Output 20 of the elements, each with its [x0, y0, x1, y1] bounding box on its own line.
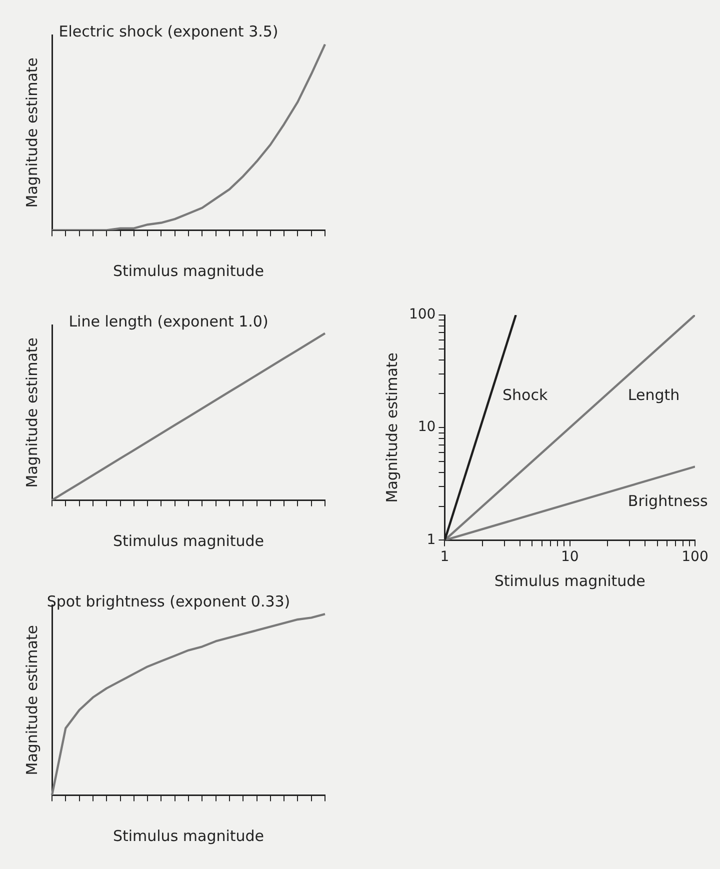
chart-title: Spot brightness (exponent 0.33)	[46, 592, 290, 610]
y-axis-title: Magnitude estimate	[382, 352, 401, 503]
x-axis-title: Stimulus magnitude	[112, 826, 264, 845]
y-axis-title: Magnitude estimate	[22, 624, 41, 776]
x-axis-title: Stimulus magnitude	[112, 532, 264, 550]
y-axis-title: Magnitude estimate	[22, 337, 41, 488]
x-axis-title: Stimulus magnitude	[494, 572, 646, 590]
x-axis-title: Stimulus magnitude	[112, 262, 264, 280]
y-tick-label: 1	[426, 532, 436, 548]
x-tick-label: 1	[440, 549, 450, 566]
chart-title: Line length (exponent 1.0)	[68, 312, 268, 330]
y-axis-title: Magnitude estimate	[22, 57, 41, 208]
x-tick-label: 100	[682, 549, 708, 566]
series-label: Shock	[502, 386, 548, 404]
chart-title: Electric shock (exponent 3.5)	[58, 22, 278, 40]
series-label: Brightness	[628, 492, 708, 510]
series-label: Length	[628, 386, 680, 404]
y-tick-label: 10	[418, 419, 436, 436]
y-tick-label: 100	[408, 306, 436, 323]
x-tick-label: 10	[560, 549, 579, 566]
